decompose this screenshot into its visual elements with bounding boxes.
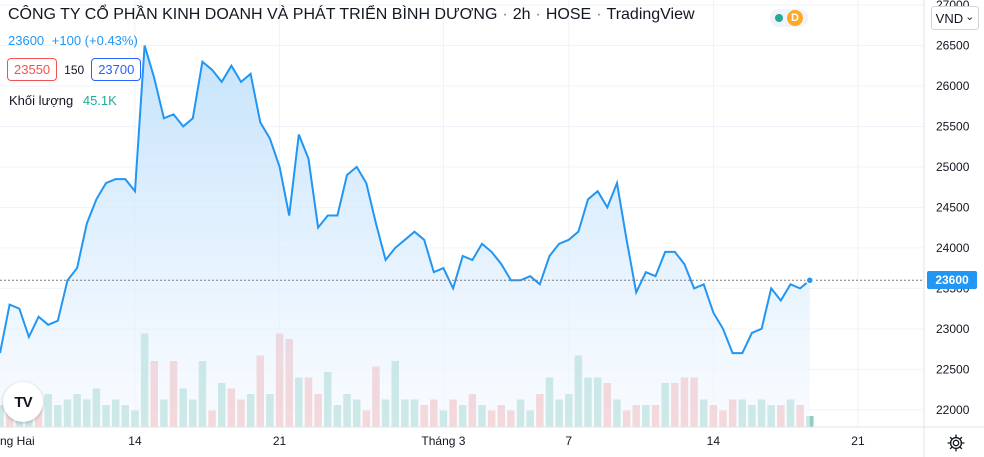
price-tick-label: 25500 <box>936 119 970 133</box>
time-tick-label: 7 <box>565 434 572 448</box>
time-tick-label: 14 <box>707 434 721 448</box>
time-tick-label: 21 <box>851 434 865 448</box>
gear-icon[interactable] <box>946 433 966 453</box>
price-change: +100 (+0.43%) <box>51 33 138 48</box>
volume-value: 45.1K <box>82 93 117 108</box>
price-tick-label: 25000 <box>936 160 970 174</box>
currency-selector[interactable]: VND ⌄ <box>931 6 979 30</box>
time-tick-label: Tháng 3 <box>421 434 465 448</box>
volume-legend[interactable]: Khối lượng 45.1K <box>9 93 117 108</box>
buy-price-button[interactable]: 23700 <box>91 58 142 81</box>
market-open-dot-icon <box>775 14 783 22</box>
bid-ask-panel: 23550 150 23700 <box>7 58 142 81</box>
interval-label[interactable]: 2h <box>512 6 531 23</box>
header-separator: · <box>535 6 541 23</box>
quote-line: 23600 +100 (+0.43%) <box>8 33 142 48</box>
time-axis[interactable]: ng Hai 14 21 Tháng 3 7 14 21 <box>0 434 865 448</box>
company-name: CÔNG TY CỔ PHẦN KINH DOANH VÀ PHÁT TRIỂN… <box>8 6 498 23</box>
price-tick-label: 22500 <box>936 362 970 376</box>
price-tick-label: 22000 <box>936 403 970 417</box>
chart-header: CÔNG TY CỔ PHẦN KINH DOANH VÀ PHÁT TRIỂN… <box>8 6 695 24</box>
last-price: 23600 <box>8 33 45 48</box>
price-area <box>0 45 810 427</box>
currency-label: VND <box>935 10 964 26</box>
sell-price-button[interactable]: 23550 <box>7 58 58 81</box>
price-tick-label: 26000 <box>936 79 970 93</box>
time-tick-label: ng Hai <box>0 434 35 448</box>
source-label: TradingView <box>606 6 695 23</box>
price-line <box>0 45 811 355</box>
price-tick-label: 26500 <box>936 38 970 52</box>
delayed-data-badge: D <box>787 10 803 26</box>
price-tick-label: 24500 <box>936 200 970 214</box>
tradingview-logo[interactable]: TV <box>3 382 43 422</box>
price-tick-label: 23000 <box>936 322 970 336</box>
price-tick-label: 24000 <box>936 241 970 255</box>
last-price-tag: 23600 <box>927 271 977 290</box>
time-tick-label: 21 <box>273 434 287 448</box>
volume-label: Khối lượng <box>9 93 74 108</box>
exchange-label: HOSE <box>545 6 592 23</box>
market-status[interactable]: D <box>770 9 808 27</box>
time-tick-label: 14 <box>128 434 142 448</box>
chevron-down-icon: ⌄ <box>965 10 975 23</box>
spread-value: 150 <box>64 62 85 77</box>
price-axis[interactable]: 2200022500230002350024000245002500025500… <box>936 0 970 417</box>
header-separator: · <box>502 6 508 23</box>
tradingview-logo-icon: TV <box>14 393 32 411</box>
last-price-marker <box>805 276 815 285</box>
header-separator: · <box>596 6 602 23</box>
